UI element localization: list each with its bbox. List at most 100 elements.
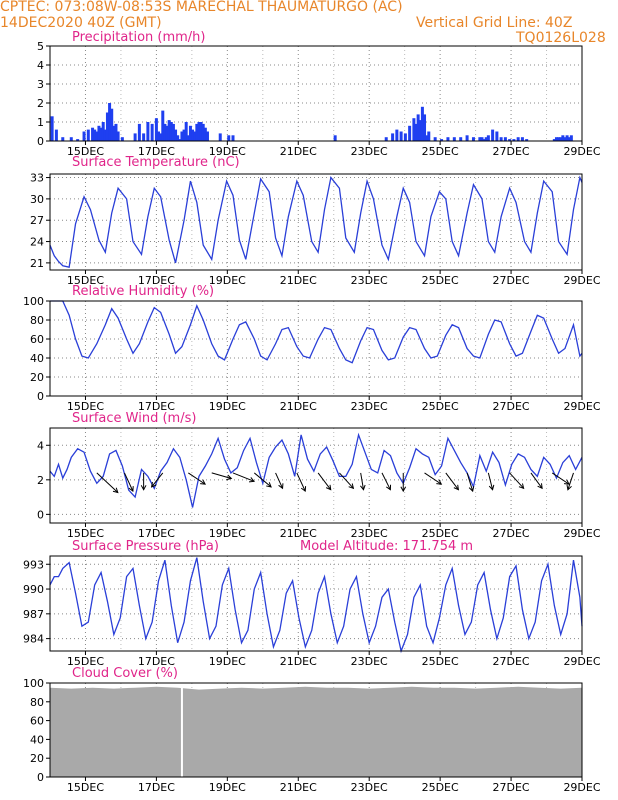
x-tick-label: 27DEC	[493, 781, 530, 794]
y-tick-label: 30	[30, 193, 44, 206]
x-tick-label: 29DEC	[563, 400, 600, 413]
precip-bar	[559, 137, 563, 141]
precip-bar	[459, 137, 463, 141]
precip-bar	[69, 137, 73, 141]
precip-bar	[54, 129, 58, 141]
x-tick-label: 19DEC	[209, 781, 246, 794]
x-tick-label: 25DEC	[422, 145, 459, 158]
y-tick-label: 60	[30, 333, 44, 346]
x-tick-label: 17DEC	[138, 400, 175, 413]
y-tick-label: 33	[30, 172, 44, 185]
precip-bar	[169, 122, 173, 141]
x-tick-label: 27DEC	[493, 400, 530, 413]
header-grid-note: Vertical Grid Line: 40Z	[416, 15, 573, 31]
x-tick-label: 19DEC	[209, 400, 246, 413]
precip-bar	[484, 137, 488, 141]
x-tick-label: 29DEC	[563, 781, 600, 794]
y-tick-label: 27	[30, 214, 44, 227]
x-tick-label: 17DEC	[138, 145, 175, 158]
wind-vector	[124, 472, 134, 492]
wind-vector-head	[488, 484, 495, 491]
panel-frame	[49, 300, 583, 397]
precip-bar	[446, 137, 450, 141]
precip-bar	[452, 137, 456, 141]
precip-bar	[154, 118, 158, 141]
precip-bar	[82, 131, 86, 141]
wind-vector-head	[325, 484, 332, 491]
precip-bar	[201, 123, 205, 141]
wind-vector-head	[436, 479, 443, 485]
y-tick-label: 80	[30, 696, 44, 709]
precip-panel: 0 1 2 3 4 5 15DEC 17DEC 19DEC 21DEC 23DEC 25DEC 27DE…	[37, 30, 601, 158]
precip-bar	[395, 129, 399, 141]
x-tick-label: 15DEC	[67, 655, 104, 668]
y-tick-label: 2	[37, 97, 44, 110]
wind-vector-head	[360, 484, 366, 491]
precip-bar	[433, 137, 437, 141]
precip-bar	[133, 133, 137, 141]
x-tick-label: 19DEC	[209, 145, 246, 158]
precip-bar	[191, 129, 195, 141]
wind-vector-head	[348, 483, 355, 490]
panel-frame	[49, 427, 583, 524]
precip-bar	[86, 129, 90, 141]
x-tick-label: 19DEC	[209, 274, 246, 287]
precip-bar	[516, 137, 520, 141]
precip-bar	[420, 106, 424, 141]
precip-bar	[565, 135, 569, 141]
wind-vector-head	[453, 484, 460, 491]
precip-bar	[218, 133, 222, 141]
wind-vector	[339, 472, 354, 489]
header-datetime: 14DEC2020 40Z (GMT)	[0, 15, 162, 31]
wind-vector	[551, 472, 570, 485]
panel-title: Surface Wind (m/s)	[72, 411, 196, 426]
x-tick-label: 17DEC	[138, 781, 175, 794]
wind-vector-head	[468, 486, 475, 493]
precip-bar	[408, 125, 412, 141]
wind-vector-head	[226, 474, 233, 481]
precip-bar	[512, 139, 516, 141]
precip-bar	[195, 123, 199, 141]
wind-vector-head	[400, 486, 407, 493]
wind-vector	[151, 472, 164, 488]
precip-bar	[91, 127, 95, 141]
x-tick-label: 25DEC	[422, 527, 459, 540]
precip-bar	[197, 122, 201, 141]
cloud-area	[50, 686, 582, 777]
panel-frame	[49, 555, 583, 652]
x-tick-label: 27DEC	[493, 274, 530, 287]
wind-vector-head	[385, 484, 392, 491]
precip-bar	[178, 139, 182, 141]
precip-bar	[478, 137, 482, 141]
x-tick-label: 23DEC	[351, 274, 388, 287]
x-tick-label: 27DEC	[493, 655, 530, 668]
y-tick-label: 100	[23, 677, 44, 690]
precip-bar	[176, 135, 180, 141]
precip-bar	[552, 139, 556, 141]
precip-bar	[471, 137, 475, 141]
wind-vector	[381, 472, 391, 490]
precip-bar	[167, 120, 171, 141]
precip-bar	[76, 139, 80, 141]
x-tick-label: 15DEC	[67, 274, 104, 287]
precip-bar	[163, 123, 167, 141]
y-tick-label: 1	[37, 116, 44, 129]
wind-vector-head	[150, 481, 157, 488]
y-tick-label: 2	[37, 474, 44, 487]
x-tick-label: 25DEC	[422, 400, 459, 413]
precip-bar	[188, 125, 192, 141]
precip-bar	[165, 125, 169, 141]
y-tick-label: 40	[30, 733, 44, 746]
x-tick-label: 15DEC	[67, 527, 104, 540]
precip-bar	[403, 133, 407, 141]
precip-bar	[480, 137, 484, 141]
precip-bar	[99, 127, 103, 141]
panel-title: Surface Temperature (nC)	[72, 155, 240, 170]
wind-vector-head	[128, 486, 134, 493]
x-tick-label: 27DEC	[493, 527, 530, 540]
x-tick-label: 21DEC	[280, 274, 317, 287]
precip-bar	[391, 133, 395, 141]
wind-panel: 0 2 4 15DEC 17DEC 19DEC 21DEC 23DEC 25DEC 27DEC 29…	[37, 411, 601, 540]
precip-bar	[199, 122, 203, 141]
